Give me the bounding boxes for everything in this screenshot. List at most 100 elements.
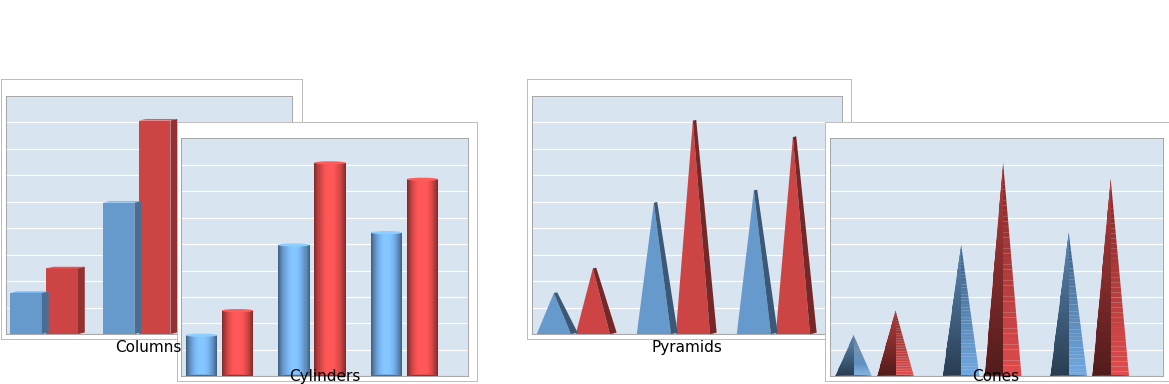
Polygon shape bbox=[957, 268, 961, 271]
Polygon shape bbox=[949, 330, 974, 334]
Polygon shape bbox=[954, 294, 961, 298]
Polygon shape bbox=[952, 307, 970, 311]
Polygon shape bbox=[1061, 283, 1075, 286]
Polygon shape bbox=[995, 259, 1003, 264]
Polygon shape bbox=[1058, 312, 1068, 315]
Polygon shape bbox=[984, 371, 1003, 376]
Polygon shape bbox=[1061, 283, 1068, 286]
Polygon shape bbox=[1109, 189, 1112, 194]
Polygon shape bbox=[894, 314, 895, 316]
Polygon shape bbox=[676, 121, 710, 334]
Polygon shape bbox=[848, 346, 853, 348]
Polygon shape bbox=[843, 359, 865, 360]
Polygon shape bbox=[881, 360, 909, 362]
Polygon shape bbox=[1052, 362, 1068, 366]
Polygon shape bbox=[949, 324, 961, 327]
Polygon shape bbox=[992, 275, 1014, 280]
Polygon shape bbox=[843, 359, 853, 360]
Polygon shape bbox=[880, 365, 911, 366]
Polygon shape bbox=[1099, 307, 1111, 312]
Polygon shape bbox=[884, 350, 895, 352]
Polygon shape bbox=[554, 292, 577, 334]
Bar bbox=[47, 268, 78, 334]
Polygon shape bbox=[959, 262, 964, 265]
Polygon shape bbox=[885, 348, 895, 350]
Ellipse shape bbox=[984, 375, 1022, 377]
Polygon shape bbox=[877, 375, 895, 376]
Text: Columns: Columns bbox=[116, 340, 181, 355]
Polygon shape bbox=[890, 330, 895, 332]
Polygon shape bbox=[676, 333, 717, 334]
Polygon shape bbox=[957, 265, 961, 268]
Polygon shape bbox=[1057, 326, 1081, 329]
Polygon shape bbox=[878, 373, 913, 375]
Polygon shape bbox=[1099, 298, 1122, 303]
Polygon shape bbox=[953, 304, 961, 307]
Polygon shape bbox=[957, 268, 964, 271]
Ellipse shape bbox=[186, 334, 217, 337]
Polygon shape bbox=[1105, 238, 1116, 243]
Polygon shape bbox=[776, 137, 810, 334]
Polygon shape bbox=[1104, 253, 1111, 258]
Polygon shape bbox=[989, 318, 1017, 323]
Polygon shape bbox=[1093, 366, 1111, 371]
Polygon shape bbox=[987, 344, 1003, 350]
Polygon shape bbox=[959, 262, 961, 265]
Polygon shape bbox=[1097, 332, 1111, 337]
Polygon shape bbox=[793, 136, 817, 334]
Polygon shape bbox=[1106, 223, 1115, 228]
Text: Cones: Cones bbox=[973, 369, 1019, 384]
Polygon shape bbox=[1001, 190, 1003, 195]
Polygon shape bbox=[987, 350, 1019, 355]
Polygon shape bbox=[837, 372, 853, 373]
Polygon shape bbox=[960, 255, 963, 258]
Polygon shape bbox=[883, 357, 908, 358]
Polygon shape bbox=[1105, 243, 1118, 248]
Polygon shape bbox=[985, 360, 1003, 366]
Polygon shape bbox=[576, 333, 617, 334]
Polygon shape bbox=[1099, 298, 1111, 303]
Polygon shape bbox=[945, 357, 961, 360]
Polygon shape bbox=[879, 366, 912, 368]
Bar bbox=[231, 137, 263, 334]
Polygon shape bbox=[960, 255, 961, 258]
Polygon shape bbox=[1099, 303, 1122, 307]
Polygon shape bbox=[955, 281, 967, 285]
Polygon shape bbox=[838, 368, 869, 369]
Polygon shape bbox=[948, 337, 975, 340]
Polygon shape bbox=[845, 354, 853, 355]
Polygon shape bbox=[998, 216, 1008, 222]
Polygon shape bbox=[1053, 348, 1084, 351]
Polygon shape bbox=[1067, 243, 1071, 247]
Polygon shape bbox=[883, 353, 895, 355]
Polygon shape bbox=[1104, 248, 1111, 253]
Polygon shape bbox=[1002, 168, 1004, 174]
Polygon shape bbox=[776, 333, 817, 334]
Polygon shape bbox=[948, 334, 961, 337]
Polygon shape bbox=[883, 355, 895, 357]
Polygon shape bbox=[952, 311, 970, 314]
Polygon shape bbox=[954, 298, 961, 301]
Polygon shape bbox=[1093, 362, 1128, 366]
Polygon shape bbox=[1064, 268, 1068, 272]
Bar bbox=[139, 121, 171, 334]
Polygon shape bbox=[999, 200, 1003, 205]
Polygon shape bbox=[846, 350, 860, 351]
Polygon shape bbox=[949, 327, 961, 330]
Polygon shape bbox=[998, 211, 1008, 216]
Polygon shape bbox=[959, 258, 961, 262]
Polygon shape bbox=[1108, 204, 1113, 209]
Polygon shape bbox=[987, 344, 1019, 350]
Polygon shape bbox=[1052, 355, 1068, 358]
Polygon shape bbox=[1100, 283, 1111, 288]
Polygon shape bbox=[952, 314, 961, 317]
Polygon shape bbox=[1057, 326, 1068, 329]
Polygon shape bbox=[1094, 357, 1128, 362]
Polygon shape bbox=[955, 285, 967, 288]
Polygon shape bbox=[1098, 312, 1123, 317]
Polygon shape bbox=[994, 264, 1012, 270]
Polygon shape bbox=[984, 371, 1022, 376]
Polygon shape bbox=[1053, 351, 1068, 355]
Polygon shape bbox=[997, 227, 1003, 232]
Polygon shape bbox=[1105, 238, 1111, 243]
